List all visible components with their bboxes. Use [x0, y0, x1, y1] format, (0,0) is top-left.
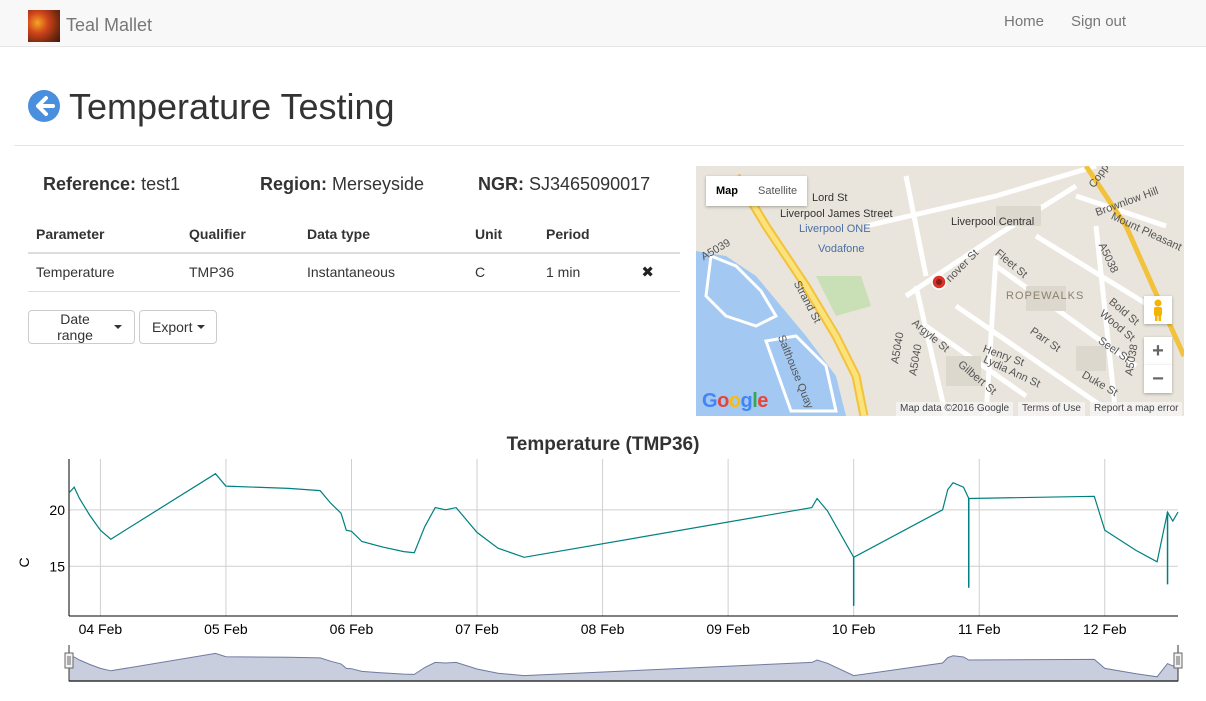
- map-type-satellite[interactable]: Satellite: [758, 185, 798, 197]
- brand-name[interactable]: Teal Mallet: [66, 15, 153, 35]
- ngr-value: SJ3465090017: [529, 174, 651, 194]
- header-qualifier: Qualifier: [181, 216, 299, 254]
- map-label: Liverpool Central: [951, 216, 1035, 228]
- header-parameter: Parameter: [28, 216, 181, 254]
- map-data-attribution: Map data ©2016 Google: [896, 402, 1014, 416]
- reference-value: test1: [141, 174, 181, 194]
- x-tick-label: 07 Feb: [455, 621, 499, 637]
- map-label: Liverpool ONE: [799, 223, 871, 235]
- reference-info: Reference: test1: [43, 174, 181, 194]
- x-tick-label: 12 Feb: [1083, 621, 1127, 637]
- cell-qualifier: TMP36: [181, 253, 299, 292]
- remove-icon[interactable]: ✖: [641, 264, 654, 282]
- export-button[interactable]: Export: [139, 310, 217, 344]
- chart-title: Temperature (TMP36): [506, 434, 700, 455]
- nav-sign-out-link[interactable]: Sign out: [1071, 13, 1127, 30]
- navbar: Teal Mallet Home Sign out: [0, 0, 1206, 47]
- temperature-chart[interactable]: 04 Feb 05 Feb 06 Feb 07 Feb 08 Feb 09 Feb 10 F…: [0, 455, 1206, 695]
- google-logo: Google: [702, 390, 768, 412]
- date-range-button[interactable]: Date range: [28, 310, 135, 344]
- x-tick-label: 04 Feb: [79, 621, 123, 637]
- divider: [14, 145, 1184, 146]
- map-base: [696, 166, 1184, 416]
- chart-tick-labels: 04 Feb 05 Feb 06 Feb 07 Feb 08 Feb 09 Feb 10 F…: [49, 502, 1126, 637]
- ngr-info: NGR: SJ3465090017: [478, 174, 651, 194]
- cell-parameter: Temperature: [28, 253, 181, 292]
- map-label: Lord St: [812, 192, 848, 204]
- y-axis-label: C: [16, 557, 32, 567]
- brand-logo[interactable]: [28, 10, 60, 42]
- y-tick-label: 15: [49, 558, 65, 574]
- caret-down-icon: [197, 325, 206, 329]
- map-type-control: Map Satellite: [706, 176, 808, 206]
- x-tick-label: 11 Feb: [958, 621, 1001, 637]
- header-data-type: Data type: [299, 216, 467, 254]
- zoom-in-button[interactable]: +: [1144, 337, 1172, 365]
- map-type-map[interactable]: Map: [716, 185, 738, 197]
- temperature-series-line: [68, 472, 1179, 563]
- parameter-table: Parameter Qualifier Data type Unit Perio…: [28, 216, 680, 292]
- caret-down-icon: [114, 325, 122, 329]
- nav-home-link[interactable]: Home: [1004, 13, 1045, 30]
- region-info: Region: Merseyside: [260, 174, 425, 194]
- x-tick-label: 06 Feb: [330, 621, 374, 637]
- region-value: Merseyside: [332, 174, 425, 194]
- map-label: ROPEWALKS: [1006, 290, 1085, 302]
- x-tick-label: 09 Feb: [706, 621, 750, 637]
- page-title: Temperature Testing: [69, 86, 395, 127]
- cell-data-type: Instantaneous: [299, 253, 467, 292]
- table-row: Temperature TMP36 Instantaneous C 1 min …: [28, 253, 680, 292]
- zoom-out-button[interactable]: −: [1144, 365, 1172, 393]
- cell-period: 1 min: [538, 253, 628, 292]
- map-report-error-link[interactable]: Report a map error: [1090, 402, 1183, 416]
- cell-unit: C: [467, 253, 538, 292]
- chart-series: [68, 472, 1179, 606]
- chart-grid: [69, 459, 1178, 616]
- location-map[interactable]: Map Satellite Lord St Liverpool James St…: [696, 166, 1184, 416]
- y-tick-label: 20: [49, 502, 65, 518]
- x-tick-label: 05 Feb: [204, 621, 248, 637]
- header-unit: Unit: [467, 216, 538, 254]
- map-terms-link[interactable]: Terms of Use: [1018, 402, 1085, 416]
- map-label: Vodafone: [818, 243, 865, 255]
- navigator-right-handle[interactable]: [1173, 652, 1183, 669]
- navigator-left-handle[interactable]: [64, 652, 74, 669]
- back-arrow-icon[interactable]: [28, 90, 60, 122]
- x-tick-label: 10 Feb: [832, 621, 876, 637]
- range-navigator[interactable]: [64, 645, 1183, 682]
- x-tick-label: 08 Feb: [581, 621, 625, 637]
- navigator-area: [68, 652, 1179, 682]
- street-view-pegman-icon[interactable]: [1144, 296, 1172, 324]
- header-period: Period: [538, 216, 628, 254]
- table-header-row: Parameter Qualifier Data type Unit Perio…: [28, 216, 680, 254]
- map-label: Liverpool James Street: [780, 208, 893, 220]
- chart-axes: [68, 459, 1178, 617]
